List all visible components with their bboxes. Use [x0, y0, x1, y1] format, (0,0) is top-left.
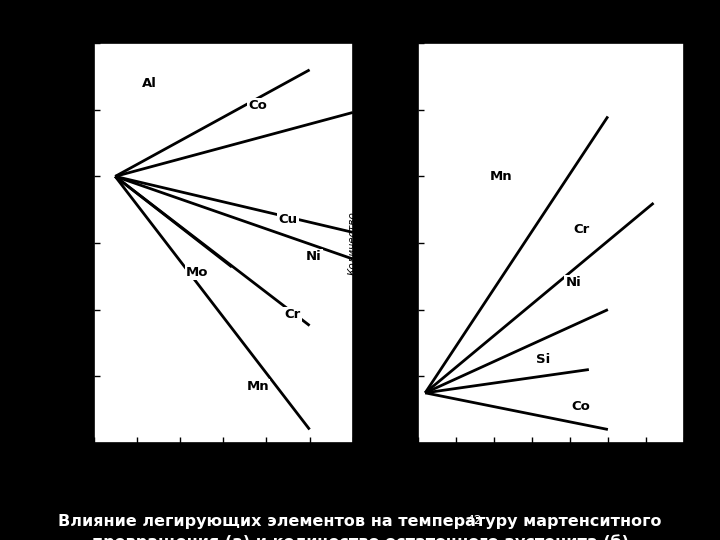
Text: Co: Co — [248, 99, 267, 112]
Text: Al: Al — [143, 77, 157, 90]
Text: Количество
остаточного аустенита,%: Количество остаточного аустенита,% — [348, 173, 370, 313]
Text: Mn: Mn — [490, 170, 513, 183]
Text: Влияние легирующих элементов на температуру мартенситного
превращения (а) и коли: Влияние легирующих элементов на температ… — [58, 514, 662, 540]
Text: а: а — [222, 492, 232, 507]
Text: Mn: Mn — [246, 380, 269, 393]
Text: Mo: Mo — [186, 266, 209, 279]
Text: Cr: Cr — [573, 223, 590, 236]
Text: М н, °С: М н, °С — [38, 132, 51, 178]
Text: 42: 42 — [467, 514, 482, 527]
Text: Cr: Cr — [284, 308, 300, 321]
Text: Легирующий  элемент, %: Легирующий элемент, % — [466, 471, 636, 484]
Text: Si: Si — [536, 353, 550, 366]
Text: Ni: Ni — [566, 276, 582, 289]
Text: Co: Co — [572, 400, 590, 413]
Text: Ni: Ni — [306, 250, 322, 263]
Text: б: б — [546, 492, 556, 507]
Text: Cu: Cu — [279, 213, 297, 226]
Text: Легирующий  элемент, %: Легирующий элемент, % — [142, 471, 312, 484]
